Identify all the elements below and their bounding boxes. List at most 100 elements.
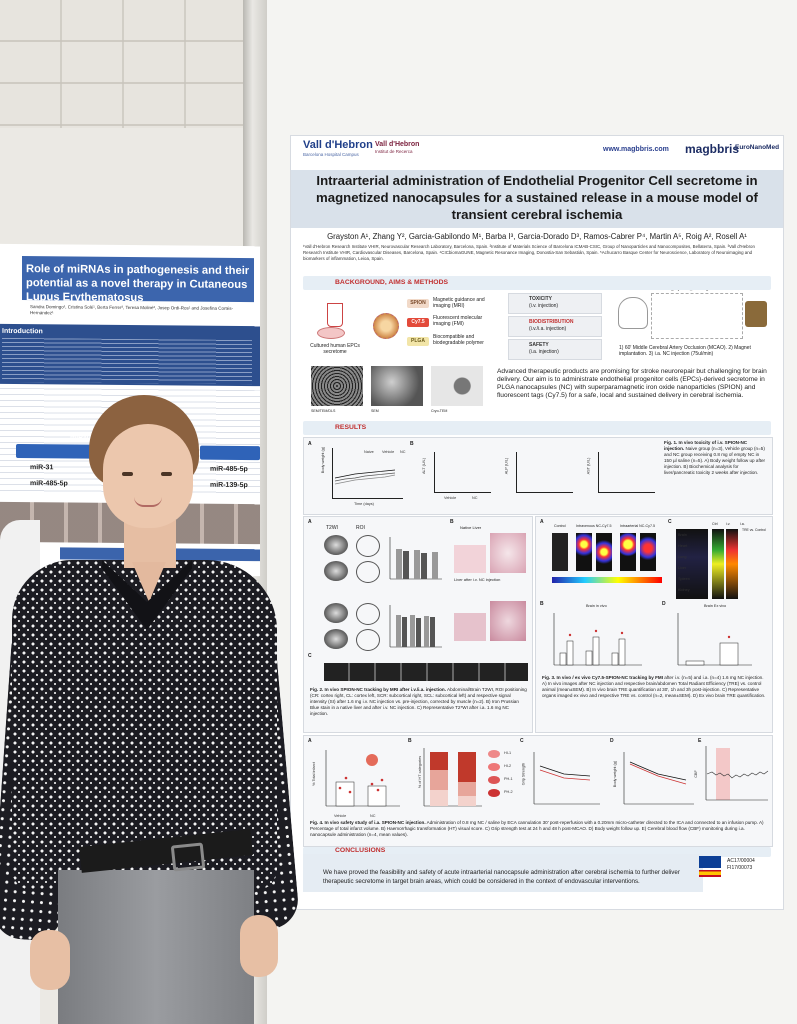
mouse-icon [618,297,648,329]
vhir-logo-sub: Institut de Recerca [375,149,413,154]
toxicity-box: TOXICITY (i.v. injection) [508,293,602,314]
vall-hebron-logo-sub: Barcelona Hospital Campus [303,152,359,157]
section-bar [303,421,771,435]
person-neck [124,520,176,568]
poster-header: Vall d'Hebron Barcelona Hospital Campus … [291,136,783,170]
group-label: Vehicle [334,814,347,818]
brain-icon [488,789,500,797]
figure-4-caption: Fig. 4. In vivo safety study of i.a. SPI… [310,820,766,838]
toxicity-label: TOXICITY [529,296,552,302]
figure-1-caption-text: Naive group (n=3), Vehicle group (n=5) a… [664,446,766,475]
belt-buckle [170,842,206,872]
legend-entry: HI-1 [504,751,512,755]
panel-label: C [668,519,672,525]
section-title-conclusions: CONCLUSIONS [335,847,386,854]
ceiling-tiles [0,0,245,128]
research-poster: Vall d'Hebron Barcelona Hospital Campus … [290,135,784,910]
conclusion-box [303,854,703,892]
panel-sublabel: Brain Ex vivo [704,604,727,608]
magbbris-logo: magbbris [685,142,740,156]
panel-label: B [408,738,412,744]
magnet-device-icon [745,301,767,327]
infarct-volume-chart [325,750,400,807]
left-poster-intro: Introduction [0,323,260,387]
epc-label: Cultured human EPCs secretome [310,343,360,355]
figure-4-caption-title: Fig. 4. In vivo safety study of i.a. SPI… [310,820,426,825]
panel-label: A [308,441,312,447]
poster-affiliations: ¹Vall d'Hebron Research Institute VHIR, … [303,244,755,262]
figure-1-caption-title: Fig. 1. In vivo toxicity of i.v. SPION-N… [664,440,748,451]
tube-icon [327,303,343,327]
legend-entry: HI-2 [504,764,512,768]
figure-4: A Vehicle NC % Total infarct B % of HT c… [303,735,773,847]
section-title-background: BACKGROUND, AIMS & METHODS [335,279,449,286]
panel-sublabel: Intravenous NC-Cy7.5 [576,524,612,528]
cbf-monitoring-chart [705,746,769,801]
group-label: NC [370,814,376,818]
sem-image [311,366,363,406]
person-smile [134,497,162,507]
section-bar [303,847,771,857]
organ-images [676,529,708,599]
organ-label: Heart [678,544,688,548]
brain-icon [488,750,500,758]
safety-sub: (i.a. injection) [529,349,559,355]
plga-desc: Biocompatible and biodegradable polymer [433,334,484,346]
micro-label: SEM/TEM/DLS [311,409,336,413]
vall-hebron-logo-text: Vall d'Hebron [303,139,373,151]
group-label: NC [472,496,478,500]
spion-desc: Magnetic guidance and imaging (MRI) [433,297,485,309]
roi-outline [356,561,380,583]
mir-label: miR-485-5p [30,480,68,488]
axis-label: % Total infarct [311,762,316,786]
fmi-image [576,533,592,571]
micro-label: Cryo-TEM [431,409,448,413]
panel-label: B [410,441,414,447]
panel-sublabel: TRE vs. Control [742,528,766,532]
axis-label: CBF [693,770,698,778]
signal-intensity-bars [389,537,442,580]
grip-strength-chart [533,752,600,805]
brain-tre-bars [553,613,642,666]
roi-outline [356,603,380,625]
liver-histology [454,613,486,641]
spain-flag-logo [699,870,721,877]
title-band [291,170,783,228]
mir-label: miR-31 [30,464,54,472]
axis-label: Body weight (g) [613,760,618,788]
organ-label: Kidney [678,588,690,592]
organ-label: Spleen [678,577,690,581]
panel-sublabel: Native Liver [460,525,482,530]
organ-images [726,529,738,599]
figure-3: A Control Intravenous NC-Cy7.5 Intraarte… [535,516,773,733]
panel-label: E [698,738,702,744]
biodistribution-box: BIODISTRIBUTION (i.v./i.a. injection) [508,316,602,337]
organ-label: Lung [678,555,687,559]
left-poster-section: Introduction [2,327,43,336]
spion-tag: SPION [407,299,429,308]
left-poster-title: Role of miRNAs in pathogenesis and their… [22,256,254,304]
cy75-desc: Fluorescent molecular imaging (FMI) [433,315,483,327]
biodistribution-sub: (i.v./i.a. injection) [529,326,567,332]
nanocapsule-icon [373,313,399,339]
person-face [103,424,193,528]
panel-sublabel: T2WI [326,525,338,531]
panel-label: B [540,601,544,607]
t2-weighted-strip [324,663,528,681]
panel-sublabel: Liver after i.v. NC injection [454,577,501,582]
cy75-tag: Cy7.5 [407,318,429,327]
panel-label: A [540,519,544,525]
panel-sublabel: i.v. [726,522,731,526]
mir-label: miR-485-5p [210,465,248,474]
organ-images [712,529,724,599]
figure-2-caption: Fig. 2. In vivo SPION-NC tracking by MRI… [310,687,528,717]
axis-label: ALP (U/L) [504,457,509,475]
ex-vivo-tre-bars [677,613,752,666]
panel-sublabel: Ctrl [712,522,718,526]
person-hand [30,930,70,990]
figure-3-caption: Fig. 3. In vivo / ex vivo Cy7.5-SPION-NC… [542,675,768,699]
micro-label: SEM [371,409,379,413]
eu-flag-logo [699,856,721,868]
axis-label: % of HT categories [418,755,423,789]
organ-label: Brain [678,533,687,537]
